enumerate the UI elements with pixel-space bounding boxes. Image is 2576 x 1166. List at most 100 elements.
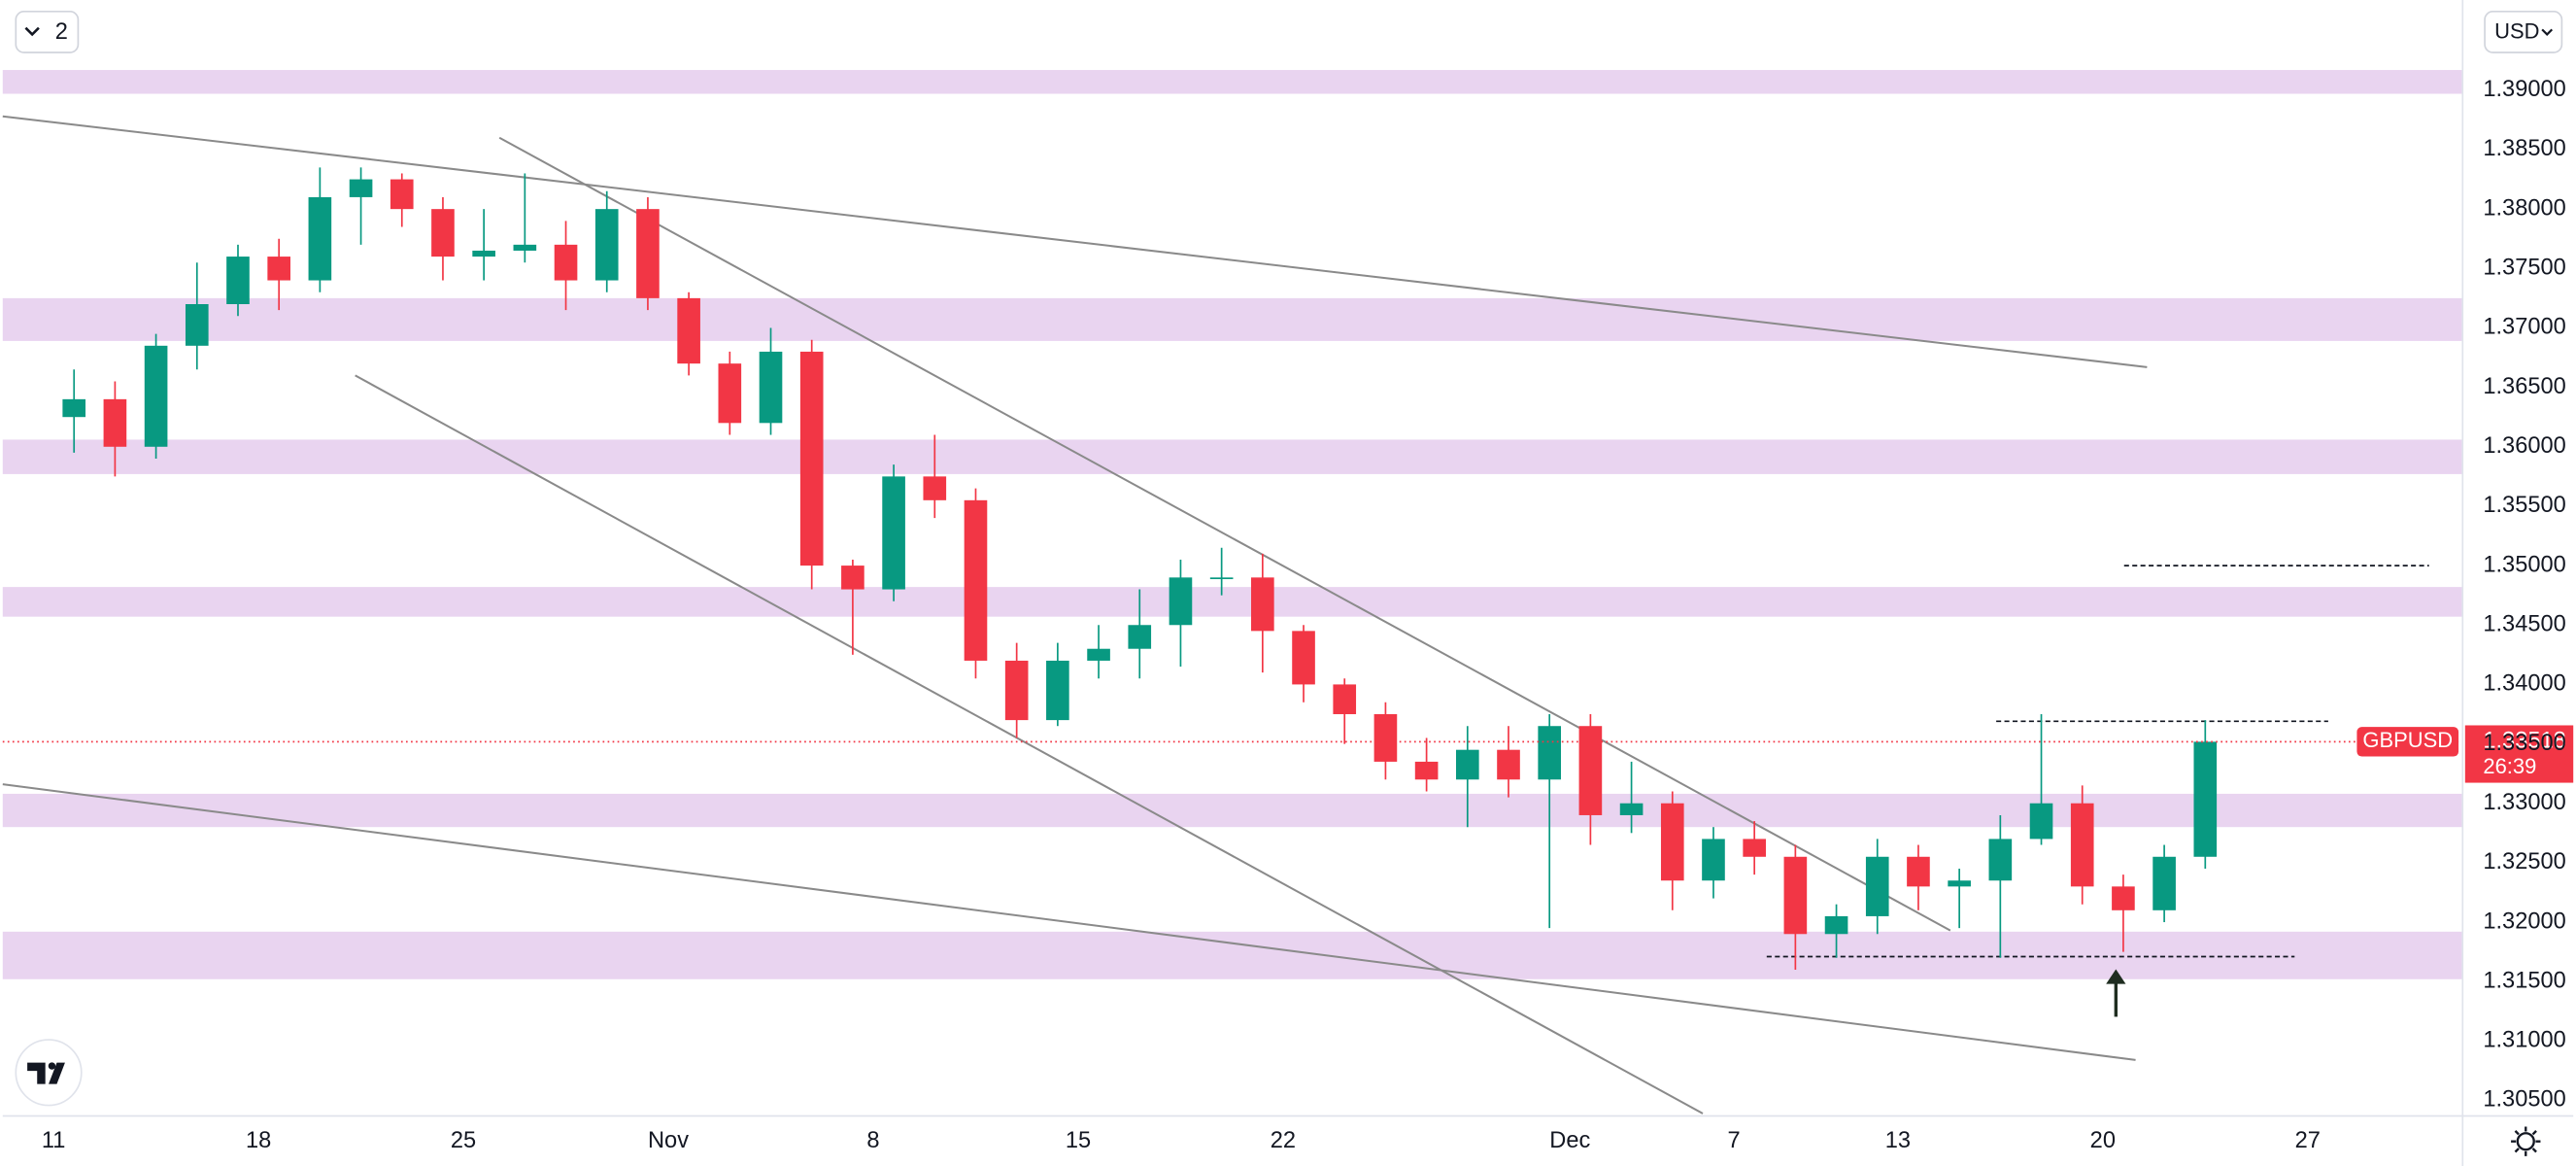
candle-body — [636, 209, 660, 298]
x-tick-label: 15 — [1066, 1128, 1091, 1153]
trend-line — [355, 374, 1704, 1115]
y-tick-label: 1.39000 — [2483, 77, 2565, 102]
candle-body — [1538, 726, 1562, 780]
y-tick-label: 1.35000 — [2483, 552, 2565, 577]
y-tick-label: 1.38500 — [2483, 136, 2565, 161]
candle-body — [1497, 749, 1520, 780]
candle-body — [923, 476, 947, 500]
x-tick-label: 27 — [2295, 1128, 2321, 1153]
zones — [2, 70, 2462, 979]
candle-body — [1619, 803, 1644, 815]
logo[interactable] — [15, 1039, 83, 1107]
x-tick-label: 18 — [246, 1128, 271, 1153]
candle-body — [1209, 577, 1234, 580]
badge-button[interactable]: 2 — [15, 10, 80, 53]
logo-mark — [27, 1062, 65, 1084]
x-tick-label: 22 — [1271, 1128, 1296, 1153]
candle-body — [882, 476, 905, 590]
y-tick-label: 1.37500 — [2483, 256, 2565, 281]
candle-body — [677, 297, 700, 364]
y-tick-label: 1.34500 — [2483, 611, 2565, 636]
candles — [62, 167, 2218, 970]
candle-body — [267, 257, 290, 281]
candle-body — [1743, 839, 1766, 857]
x-tick-label: 13 — [1885, 1128, 1911, 1153]
currency-box[interactable] — [2484, 10, 2563, 53]
candle-body — [2070, 803, 2094, 887]
candle-body — [1988, 839, 2013, 881]
price-zone — [2, 931, 2462, 979]
y-tick-label: 1.33500 — [2483, 731, 2565, 756]
candle-body — [1824, 915, 1848, 935]
y-tick-label: 1.36000 — [2483, 433, 2565, 459]
candle-body — [1578, 726, 1603, 815]
candle-body — [554, 244, 578, 281]
chevron-icon — [2541, 28, 2554, 36]
candle-body — [1783, 856, 1808, 935]
logo-dot — [48, 1062, 56, 1070]
x-tick-label: 25 — [451, 1128, 476, 1153]
x-tick-label: 8 — [866, 1128, 879, 1153]
arrow-head — [2106, 969, 2126, 984]
candle-body — [185, 304, 209, 346]
countdown-label: 26:39 — [2483, 754, 2536, 778]
candle-body — [1660, 803, 1684, 881]
candle-body — [1004, 660, 1029, 721]
price-zone — [2, 70, 2462, 94]
candle-body — [1087, 648, 1110, 661]
price-zone — [2, 587, 2462, 617]
candle-body — [1251, 577, 1274, 632]
candle-body — [472, 250, 495, 257]
candle-body — [1128, 625, 1152, 649]
settings-button[interactable] — [2511, 1126, 2541, 1156]
candle-body — [1702, 839, 1725, 881]
candle-body — [799, 351, 824, 566]
candle-body — [349, 179, 373, 197]
y-tick-label: 1.32000 — [2483, 909, 2565, 934]
candle-body — [841, 566, 864, 590]
y-tick-label: 1.31000 — [2483, 1028, 2565, 1053]
gear-teeth — [2511, 1126, 2541, 1156]
candle-body — [2193, 741, 2218, 857]
candle-body — [1292, 631, 1315, 685]
candle-body — [308, 196, 332, 281]
x-tick-label: 11 — [42, 1128, 66, 1153]
candle-body — [513, 244, 537, 251]
y-tick-label: 1.32500 — [2483, 849, 2565, 874]
y-tick-label: 1.34000 — [2483, 671, 2565, 697]
logo-circle[interactable] — [15, 1039, 83, 1107]
candle-body — [2112, 886, 2135, 910]
candle-body — [759, 351, 783, 424]
y-tick-label: 1.38000 — [2483, 195, 2565, 221]
candle-body — [1373, 713, 1398, 762]
y-tick-label: 1.30500 — [2483, 1087, 2565, 1113]
candle-body — [1455, 749, 1479, 780]
price-label-box — [2464, 725, 2574, 783]
candle-body — [594, 209, 619, 281]
y-tick-label: 1.36500 — [2483, 374, 2565, 399]
gear-icon[interactable] — [2516, 1132, 2535, 1151]
candle-body — [144, 345, 168, 447]
y-tick-label: 1.35500 — [2483, 493, 2565, 518]
symbol-label: GBPUSD — [2362, 728, 2453, 752]
arrow-annotation — [2106, 969, 2126, 1017]
x-tick-label: Nov — [648, 1128, 689, 1153]
badge-box[interactable] — [15, 10, 80, 53]
candle-body — [1907, 856, 1930, 887]
y-tick-label: 1.31500 — [2483, 968, 2565, 993]
candle-body — [2029, 803, 2053, 840]
candle-body — [2152, 856, 2176, 910]
candle-body — [226, 257, 250, 305]
currency-button[interactable]: USD — [2484, 10, 2563, 53]
x-tick-label: 7 — [1728, 1128, 1741, 1153]
chevron-icon — [24, 26, 40, 37]
candle-body — [1948, 880, 1971, 887]
price-zone — [2, 439, 2462, 474]
price-zone — [2, 297, 2462, 341]
candle-body — [1169, 577, 1193, 626]
drawings — [2, 115, 2429, 1115]
x-tick-label: 20 — [2090, 1128, 2116, 1153]
